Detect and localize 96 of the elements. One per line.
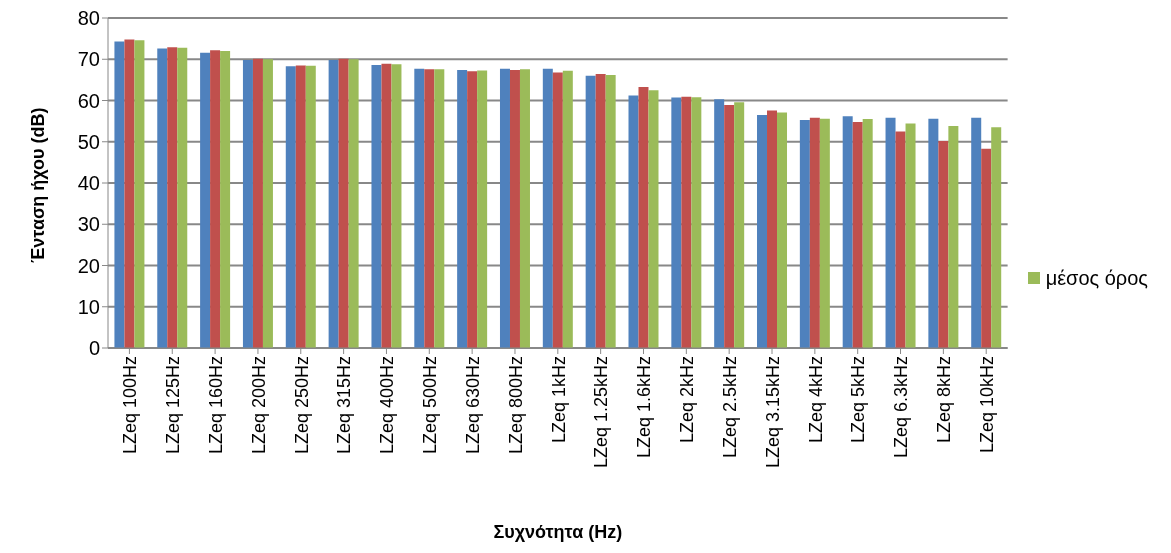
bar [562, 70, 573, 348]
y-tick-label: 0 [88, 337, 100, 360]
x-tick-label: LZeq 1.25kHz [591, 356, 612, 469]
bar [114, 41, 125, 348]
bar [991, 127, 1002, 348]
bar [124, 39, 135, 348]
bar [648, 90, 659, 348]
bar [477, 70, 488, 348]
bar [414, 68, 425, 348]
bar [842, 116, 853, 348]
x-tick-label: LZeq 4kHz [805, 356, 826, 444]
bar [799, 119, 810, 348]
bar [434, 69, 445, 348]
x-tick-label: LZeq 8kHz [934, 356, 955, 444]
y-tick-label: 50 [77, 130, 100, 153]
bar [628, 95, 639, 348]
x-tick-label: LZeq 10kHz [976, 356, 997, 454]
bar [177, 47, 188, 348]
bar [220, 51, 231, 348]
x-tick-label: LZeq 160Hz [205, 356, 226, 455]
bar [348, 59, 359, 348]
bar [585, 75, 596, 348]
bar [862, 119, 873, 348]
bar [457, 69, 468, 348]
x-tick-label: LZeq 1.6kHz [634, 356, 655, 459]
bar [895, 131, 906, 348]
bar [328, 60, 339, 348]
bar [134, 40, 145, 348]
x-tick-label: LZeq 5kHz [848, 356, 869, 444]
bar [714, 99, 725, 348]
bar [552, 72, 563, 348]
y-tick-label: 40 [77, 172, 100, 195]
x-tick-label: LZeq 630Hz [462, 356, 483, 455]
bar [638, 86, 649, 348]
legend-label: μέσος όρος [1045, 266, 1148, 290]
y-tick-label: 80 [77, 7, 100, 30]
bar [948, 126, 959, 348]
x-tick-label: LZeq 2kHz [677, 356, 698, 444]
bar [605, 74, 616, 348]
bar [285, 66, 296, 348]
bar [200, 52, 211, 348]
x-tick-label: LZeq 125Hz [163, 356, 184, 455]
bar [691, 97, 702, 348]
bar [338, 58, 349, 348]
bar [371, 65, 382, 348]
x-tick-label: LZeq 800Hz [505, 356, 526, 455]
bar [852, 121, 863, 348]
bar [767, 110, 778, 348]
bar [734, 102, 745, 348]
bar [938, 140, 949, 348]
bar [167, 47, 178, 348]
bar [809, 117, 820, 348]
x-axis-title: Συχνότητα (Hz) [493, 522, 623, 542]
y-axis-title: Ένταση ήχου (dB) [28, 107, 49, 263]
bar [467, 71, 478, 348]
bar [305, 65, 316, 348]
bar [819, 118, 830, 348]
y-tick-label: 30 [77, 213, 100, 236]
x-tick-label: LZeq 6.3kHz [891, 356, 912, 459]
bar [262, 59, 273, 348]
bar [252, 58, 263, 348]
x-tick-label: LZeq 315Hz [334, 356, 355, 455]
bar [724, 105, 735, 348]
bar [681, 96, 692, 348]
x-tick-label: LZeq 250Hz [291, 356, 312, 455]
bar [509, 69, 520, 348]
bar [210, 50, 221, 348]
bar [381, 63, 392, 348]
y-tick-label: 10 [77, 295, 100, 318]
y-tick-label: 70 [77, 48, 100, 71]
bar [242, 60, 253, 348]
x-tick-label: LZeq 200Hz [248, 356, 269, 455]
bar [757, 114, 768, 348]
bar [971, 117, 982, 348]
bar [499, 68, 510, 348]
bar [885, 117, 896, 348]
x-tick-label: LZeq 3.15kHz [762, 356, 783, 469]
bar [519, 69, 530, 348]
x-tick-label: LZeq 100Hz [120, 356, 141, 455]
bar [295, 65, 306, 348]
x-tick-label: LZeq 1kHz [548, 356, 569, 444]
y-tick-label: 60 [77, 89, 100, 112]
bar [595, 74, 606, 348]
bar [391, 64, 402, 348]
bar [424, 69, 435, 348]
bar [928, 118, 939, 348]
bar [905, 123, 916, 348]
y-tick-label: 20 [77, 254, 100, 277]
x-tick-label: LZeq 400Hz [377, 356, 398, 455]
bar [542, 68, 553, 348]
x-tick-label: LZeq 2.5kHz [719, 356, 740, 459]
bar [157, 48, 168, 348]
x-tick-label: LZeq 500Hz [420, 356, 441, 455]
bar [671, 97, 682, 348]
bar [981, 148, 992, 348]
bar [777, 112, 788, 348]
